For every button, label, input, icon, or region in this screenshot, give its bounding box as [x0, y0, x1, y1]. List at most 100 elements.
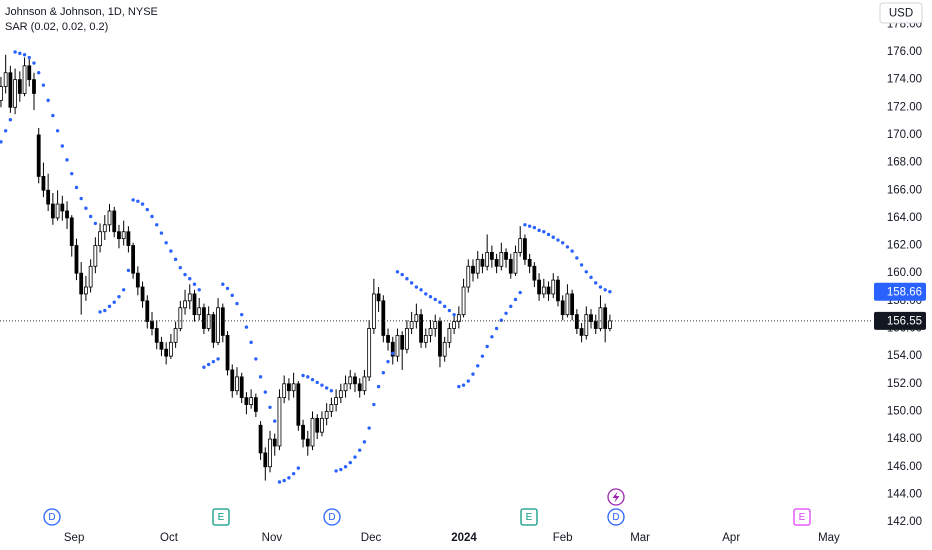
candle-body — [381, 300, 386, 336]
sar-dot — [523, 223, 527, 227]
candle-body — [546, 286, 551, 295]
sar-dot — [8, 118, 13, 122]
y-tick-label: 164.00 — [887, 212, 922, 224]
x-tick-label: Dec — [361, 532, 382, 544]
event-marker — [212, 508, 230, 526]
sar-dot — [471, 372, 475, 376]
x-tick-label: 2024 — [451, 532, 477, 544]
sar-dot — [476, 364, 480, 368]
event-label: D — [328, 512, 335, 523]
candle-body — [60, 203, 65, 212]
sar-dot — [32, 61, 36, 65]
candle-body — [216, 307, 220, 343]
candle-body — [27, 65, 32, 81]
y-tick-label: 160.00 — [887, 267, 922, 279]
sar-dot — [117, 294, 121, 299]
sar-dot — [197, 288, 201, 292]
candle-body — [263, 452, 268, 468]
candle-body — [376, 293, 381, 302]
event-label: E — [799, 512, 806, 523]
candle-body — [508, 258, 513, 274]
candle-body — [565, 293, 570, 316]
candle-body — [145, 300, 150, 322]
event-marker — [43, 508, 61, 526]
candle-body — [187, 293, 192, 302]
sar-dot — [499, 318, 504, 322]
sar-dot — [457, 384, 461, 389]
candle-body — [55, 203, 60, 219]
sar-dot — [22, 53, 27, 57]
candle-body — [206, 314, 211, 329]
sar-dot — [155, 223, 159, 227]
candle-body — [84, 286, 88, 295]
sar-dot — [0, 140, 3, 144]
candle-body — [513, 252, 518, 274]
sar-dot — [367, 426, 371, 430]
sar-dot — [334, 469, 338, 473]
chart-title: Johnson & Johnson, 1D, NYSE — [5, 6, 158, 18]
sar-dot — [70, 171, 74, 176]
sar-dot — [324, 386, 329, 390]
sar-dot — [291, 471, 296, 476]
candle-body — [258, 424, 263, 454]
candle-body — [173, 328, 178, 343]
candle-body — [551, 279, 556, 295]
y-tick-label: 162.00 — [887, 240, 922, 252]
sar-dot — [18, 51, 22, 56]
last-price-box — [874, 311, 926, 330]
candle-body — [107, 210, 112, 226]
candle-body — [117, 231, 121, 240]
candle-body — [282, 383, 287, 399]
candle-body — [17, 79, 22, 94]
sar-dot — [329, 389, 334, 393]
candle-body — [8, 72, 13, 108]
candle-body — [220, 307, 225, 336]
sar-dot — [88, 214, 93, 219]
sar-dot — [490, 335, 494, 339]
candle-body — [315, 417, 320, 433]
y-tick-label: 150.00 — [887, 405, 922, 417]
y-tick-label: 142.00 — [887, 516, 922, 528]
sar-dot — [310, 377, 315, 382]
x-tick-label: Feb — [553, 532, 573, 544]
sar-dot — [362, 440, 367, 444]
sar-dot — [560, 241, 565, 245]
sar-dot — [136, 199, 140, 204]
currency-label[interactable]: USD — [889, 8, 913, 20]
plot-area — [0, 50, 872, 484]
candle-body — [348, 376, 353, 385]
sar-dot — [164, 241, 168, 245]
candle-body — [390, 341, 395, 357]
candle-body — [98, 231, 102, 246]
sar-dot — [46, 98, 50, 103]
sar-dot — [598, 285, 603, 289]
sar-dot — [273, 419, 277, 423]
currency-button[interactable] — [879, 2, 923, 24]
sar-dot — [230, 293, 234, 298]
sar-dot — [258, 375, 263, 379]
candle-body — [489, 252, 494, 260]
indicator-legend: SAR (0.02, 0.02, 0.2) — [5, 21, 108, 33]
candle-body — [499, 252, 504, 267]
sar-dot — [532, 225, 537, 230]
candle-body — [277, 397, 282, 447]
candle-body — [74, 245, 79, 274]
candle-body — [178, 307, 183, 329]
y-tick-label: 146.00 — [887, 461, 922, 473]
sar-dot — [391, 351, 395, 356]
sar-dot — [225, 286, 230, 291]
candle-body — [244, 397, 249, 405]
sar-dot — [211, 359, 216, 364]
sar-dot — [178, 265, 183, 270]
sar-dot — [494, 326, 499, 331]
candle-body — [480, 258, 485, 267]
candle-body — [88, 265, 93, 288]
candle-body — [296, 383, 301, 426]
event-label: D — [612, 512, 619, 523]
candle-body — [131, 245, 136, 274]
candle-body — [291, 383, 296, 392]
sar-dot — [409, 281, 414, 285]
candle-body — [589, 314, 593, 322]
event-label: E — [526, 512, 533, 523]
